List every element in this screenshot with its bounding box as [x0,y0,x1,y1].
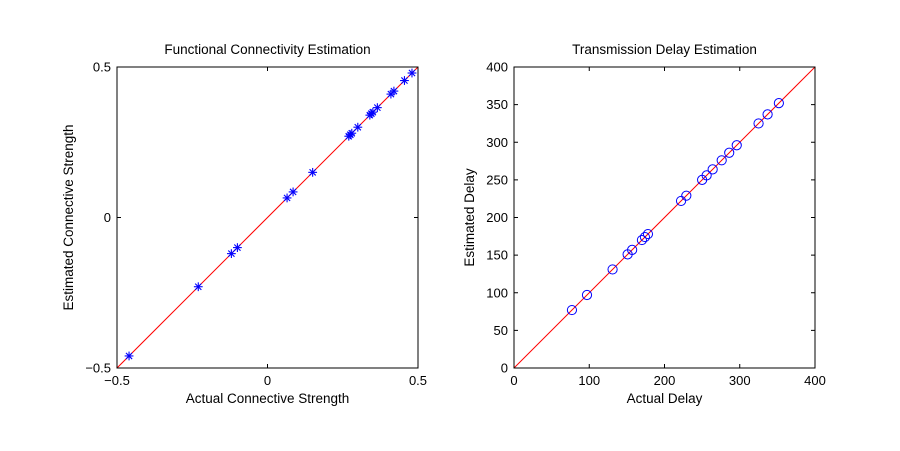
delay-data-point [607,264,618,275]
delay-data-point [716,155,727,166]
delay-plot: 0 100 200 300 400 0 50 100 150 200 250 300 350 400 Tr… [462,42,826,406]
delay-xlabel: Actual Delay [627,391,703,406]
delay-data-point [581,289,593,301]
delay-data-point [675,195,687,207]
delay-data-point [681,190,692,201]
connectivity-ytick-label: −0.5 [85,361,111,376]
delay-identity-line [513,66,816,369]
connectivity-data-point [389,86,399,96]
delay-data-point [707,164,718,175]
delay-data-point [642,228,654,240]
delay-data-point [627,244,638,255]
connectivity-data-point [233,243,242,252]
delay-data-point [731,140,742,151]
connectivity-data-point [282,193,292,203]
delay-data-point [762,109,773,120]
connectivity-xtick-label: −0.5 [104,373,130,388]
delay-ytick-label: 150 [486,248,508,263]
connectivity-data-point [288,187,298,197]
delay-xtick-label: 100 [578,373,600,388]
connectivity-data-point [308,167,318,177]
connectivity-xtick-label: 0.5 [409,373,427,388]
delay-xtick-label: 200 [654,373,676,388]
delay-ytick-label: 400 [486,60,508,75]
delay-ytick-label: 0 [501,361,508,376]
delay-xtick-label: 300 [729,373,751,388]
delay-ytick-label: 350 [486,97,508,112]
delay-ytick-label: 300 [486,135,508,150]
delay-ytick-label: 250 [486,172,508,187]
delay-xtick-label: 0 [510,373,517,388]
connectivity-data-point [407,68,417,78]
delay-ytick-label: 100 [486,285,508,300]
connectivity-ylabel: Estimated Connective Strength [61,124,76,310]
delay-ytick-label: 50 [494,323,508,338]
connectivity-data-point [124,351,134,361]
delay-data-point [636,234,648,246]
delay-data-point [753,118,764,129]
delay-reference-line [513,66,816,369]
delay-ylabel: Estimated Delay [462,168,477,267]
delay-xtick-label: 400 [804,373,826,388]
connectivity-ticks: −0.5 0 0.5 −0.5 0 0.5 [85,60,427,389]
connectivity-ytick-label: 0 [104,210,111,225]
delay-points [566,98,784,316]
delay-data-point [773,98,784,109]
connectivity-data-point [347,128,357,138]
connectivity-data-point [193,282,203,292]
connectivity-title: Functional Connectivity Estimation [164,42,370,57]
delay-data-point [701,170,712,181]
connectivity-data-point [226,249,236,259]
connectivity-data-point [353,122,363,132]
delay-title: Transmission Delay Estimation [572,42,757,57]
delay-data-point [724,147,735,158]
connectivity-data-point [400,76,409,85]
delay-ticks: 0 100 200 300 400 0 50 100 150 200 250 300 350 400 [486,60,826,389]
connectivity-plot: −0.5 0 0.5 −0.5 0 0.5 Functional Connectivity… [61,42,427,406]
connectivity-ytick-label: 0.5 [93,60,111,75]
connectivity-data-point [372,103,382,113]
delay-data-point [566,304,578,316]
connectivity-points [124,68,417,361]
connectivity-xtick-label: 0 [264,373,271,388]
delay-data-point [639,231,651,243]
delay-ytick-label: 200 [486,210,508,225]
connectivity-xlabel: Actual Connective Strength [186,391,350,406]
